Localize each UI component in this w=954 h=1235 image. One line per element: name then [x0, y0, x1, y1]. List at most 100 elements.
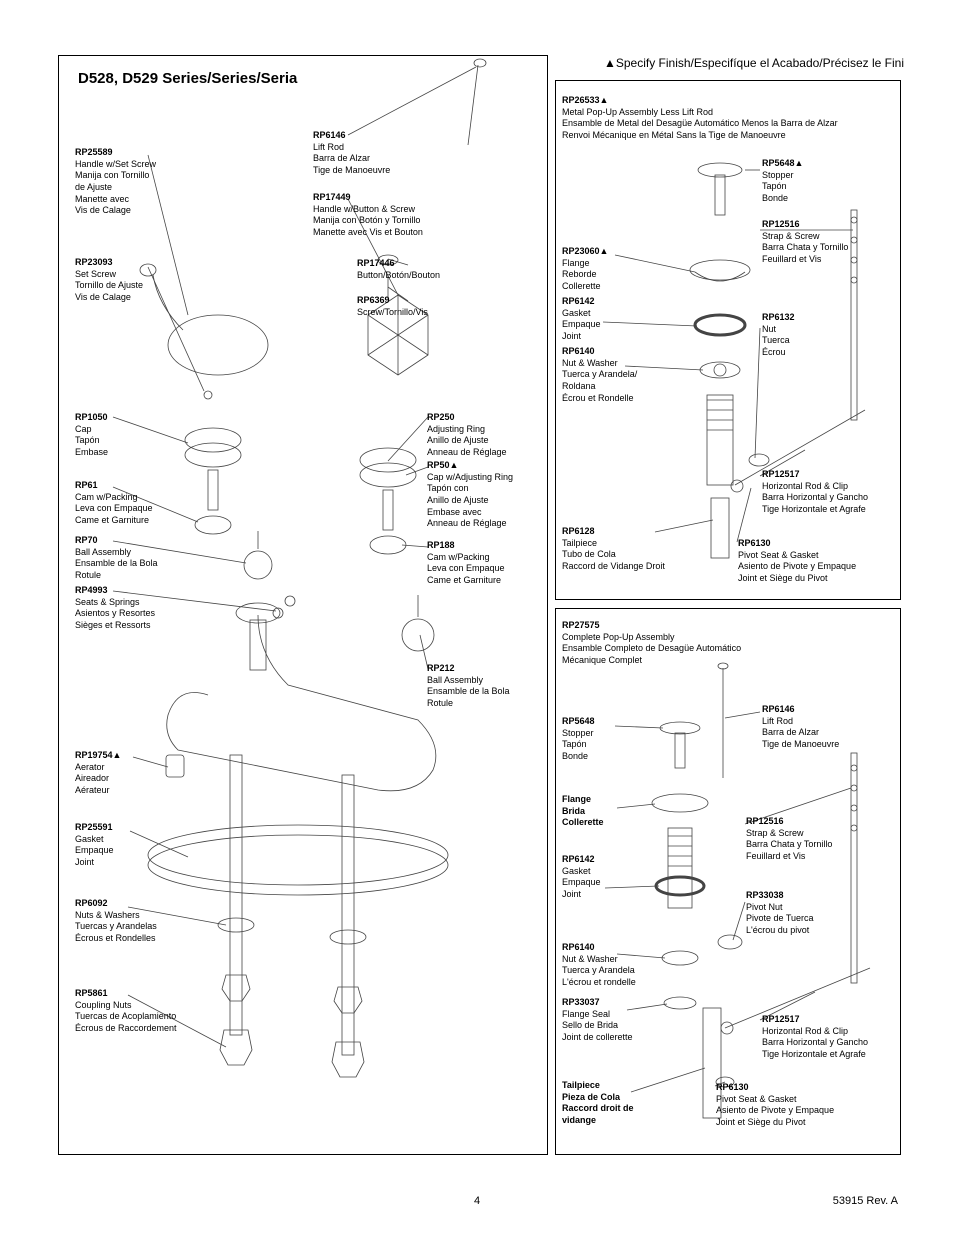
part-desc-line: Raccord droit de [562, 1103, 634, 1113]
part-code: RP6146 [313, 130, 390, 142]
popup-less-rod-header: RP26533▲ Metal Pop-Up Assembly Less Lift… [562, 95, 838, 142]
part-desc-line: Anillo de Ajuste [427, 495, 489, 505]
part-label: RP6146Lift RodBarra de AlzarTige de Mano… [313, 130, 390, 177]
part-desc-line: Pivote de Tuerca [746, 913, 814, 923]
part-desc-line: Empaque [562, 877, 601, 887]
part-desc-line: Écrous et Rondelles [75, 933, 156, 943]
part-desc-line: L'écrou du pivot [746, 925, 809, 935]
part-desc-line: Gasket [75, 834, 104, 844]
part-desc-line: Pivot Seat & Gasket [738, 550, 819, 560]
part-desc-line: Écrou et Rondelle [562, 393, 634, 403]
part-code: RP250 [427, 412, 507, 424]
part-code: Tailpiece [562, 1080, 634, 1092]
part-label: RP12517Horizontal Rod & ClipBarra Horizo… [762, 1014, 868, 1061]
part-code: RP1050 [75, 412, 108, 424]
part-desc-line: Roldana [562, 381, 596, 391]
part-desc-line: Empaque [75, 845, 114, 855]
part-label: RP12517Horizontal Rod & ClipBarra Horizo… [762, 469, 868, 516]
part-desc-line: Sièges et Ressorts [75, 620, 151, 630]
part-desc-line: Ball Assembly [75, 547, 131, 557]
doc-reference: 53915 Rev. A [833, 1195, 898, 1207]
part-label: RP17449Handle w/Button & ScrewManija con… [313, 192, 423, 239]
part-desc-line: Ensamble de la Bola [75, 558, 158, 568]
part-desc-line: L'écrou et rondelle [562, 977, 636, 987]
part-code: RP5861 [75, 988, 177, 1000]
part-code: RP23093 [75, 257, 143, 269]
part-desc-line: Nut & Washer [562, 954, 618, 964]
part-desc-line: Gasket [562, 308, 591, 318]
part-desc-line: Leva con Empaque [75, 503, 153, 513]
part-desc-line: Manette avec Vis et Bouton [313, 227, 423, 237]
part-desc-line: Brida [562, 806, 585, 816]
part-desc-line: Flange [562, 258, 590, 268]
part-desc-line: Vis de Calage [75, 205, 131, 215]
part-desc-line: Complete Pop-Up Assembly [562, 632, 675, 642]
part-desc-line: Came et Garniture [427, 575, 501, 585]
part-label: RP6142GasketEmpaqueJoint [562, 854, 601, 901]
part-desc-line: Stopper [762, 170, 794, 180]
part-desc-line: Embase avec [427, 507, 482, 517]
part-desc-line: Pivot Seat & Gasket [716, 1094, 797, 1104]
part-desc-line: Barra Horizontal y Gancho [762, 1037, 868, 1047]
specify-finish-header: ▲Specify Finish/Especifíque el Acabado/P… [604, 56, 904, 70]
part-code: RP6130 [716, 1082, 834, 1094]
part-desc-line: Raccord de Vidange Droit [562, 561, 665, 571]
part-code: RP6369 [357, 295, 428, 307]
part-desc-line: Cam w/Packing [75, 492, 138, 502]
part-label: RP5648StopperTapónBonde [562, 716, 595, 763]
part-code: RP6142 [562, 854, 601, 866]
part-desc-line: Handle w/Button & Screw [313, 204, 415, 214]
part-desc-line: Tapón con [427, 483, 469, 493]
part-code: RP6092 [75, 898, 157, 910]
part-desc-line: Pieza de Cola [562, 1092, 620, 1102]
part-label: RP33038Pivot NutPivote de Tuerca L'écrou … [746, 890, 814, 937]
part-desc-line: Feuillard et Vis [746, 851, 805, 861]
part-desc-line: Embase [75, 447, 108, 457]
part-code: RP6142 [562, 296, 601, 308]
part-label: RP188Cam w/PackingLeva con EmpaqueCame e… [427, 540, 505, 587]
part-code: RP33038 [746, 890, 814, 902]
part-desc-line: Écrou [762, 347, 786, 357]
part-label: RP23060▲FlangeRebordeCollerette [562, 246, 608, 293]
part-desc-line: Rotule [75, 570, 101, 580]
part-label: TailpiecePieza de ColaRaccord droit devi… [562, 1080, 634, 1127]
part-desc-line: Metal Pop-Up Assembly Less Lift Rod [562, 107, 713, 117]
part-desc-line: Nut & Washer [562, 358, 618, 368]
part-label: RP6130Pivot Seat & GasketAsiento de Pivo… [738, 538, 856, 585]
part-desc-line: Sello de Brida [562, 1020, 618, 1030]
part-code: RP27575 [562, 620, 741, 632]
part-desc-line: Tapón [75, 435, 100, 445]
part-desc-line: Joint [562, 889, 581, 899]
part-desc-line: Collerette [562, 817, 604, 827]
part-desc-line: Collerette [562, 281, 601, 291]
part-label: RP12516Strap & ScrewBarra Chata y Tornil… [746, 816, 832, 863]
part-code: RP188 [427, 540, 505, 552]
part-desc-line: Joint de collerette [562, 1032, 633, 1042]
part-desc-line: Bonde [762, 193, 788, 203]
part-desc-line: Reborde [562, 269, 597, 279]
part-code: RP5648▲ [762, 158, 803, 170]
part-desc-line: Nuts & Washers [75, 910, 140, 920]
part-desc-line: Anneau de Réglage [427, 447, 507, 457]
part-desc-line: Tuerca [762, 335, 790, 345]
part-label: RP70Ball AssemblyEnsamble de la BolaRotu… [75, 535, 158, 582]
part-desc-line: Pivot Nut [746, 902, 783, 912]
part-label: RP5861Coupling NutsTuercas de Acoplamien… [75, 988, 177, 1035]
part-desc-line: Renvoi Mécanique en Métal Sans la Tige d… [562, 130, 786, 140]
part-desc-line: Tige de Manoeuvre [313, 165, 390, 175]
part-desc-line: Bonde [562, 751, 588, 761]
part-label: RP6146Lift RodBarra de AlzarTige de Mano… [762, 704, 839, 751]
part-desc-line: Ball Assembly [427, 675, 483, 685]
part-label: RP250Adjusting RingAnillo de AjusteAnnea… [427, 412, 507, 459]
part-label: RP6142GasketEmpaqueJoint [562, 296, 601, 343]
part-desc-line: Horizontal Rod & Clip [762, 1026, 848, 1036]
part-desc-line: Empaque [562, 319, 601, 329]
part-desc-line: Cam w/Packing [427, 552, 490, 562]
part-desc-line: Joint et Siège du Pivot [716, 1117, 806, 1127]
part-desc-line: Asiento de Pivote y Empaque [738, 561, 856, 571]
part-desc-line: de Ajuste [75, 182, 112, 192]
part-desc-line: Stopper [562, 728, 594, 738]
part-label: FlangeBridaCollerette [562, 794, 604, 829]
page: ▲Specify Finish/Especifíque el Acabado/P… [0, 0, 954, 1235]
part-label: RP6140Nut & WasherTuerca y Arandela/Rold… [562, 346, 637, 404]
